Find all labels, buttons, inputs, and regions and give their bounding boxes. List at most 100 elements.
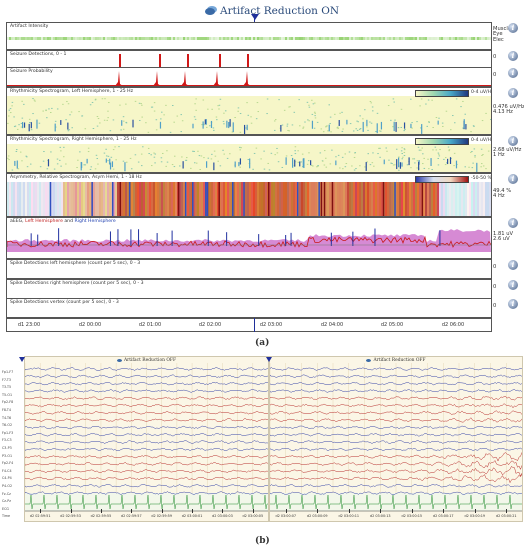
- time-axis-label: d1 23:00: [17, 322, 41, 328]
- info-icon[interactable]: i: [508, 260, 518, 270]
- time-tick: [131, 509, 133, 513]
- eeg-left-header-label: Artifact Reduction OFF: [123, 358, 177, 363]
- track-title: Seizure Detections, 0 - 1: [10, 52, 67, 57]
- track-spike-right[interactable]: Spike Detections right hemisphere (count…: [6, 279, 492, 299]
- info-icon[interactable]: i: [508, 280, 518, 290]
- colorbar-label: -50-50 %: [471, 176, 492, 181]
- channel-label: ECG: [2, 506, 9, 511]
- time-tick: [317, 509, 319, 513]
- time-tick: [348, 509, 350, 513]
- colorbar: [415, 138, 469, 145]
- eeg-traces: [270, 363, 522, 512]
- eeg-right-marker[interactable]: [266, 357, 272, 362]
- eeg-time-label: d2 02:59:53: [60, 514, 81, 518]
- track-readout-value: Muscle: [493, 25, 511, 32]
- caption-a: (a): [255, 338, 270, 348]
- colorbar-label: 0-4 uV/Hz: [471, 138, 492, 143]
- trend-toolbar: Artifact Reduction ON: [0, 0, 524, 22]
- info-icon[interactable]: i: [508, 88, 518, 98]
- artifact-reduction-icon: [366, 358, 372, 362]
- channel-label: P4-O2: [2, 484, 13, 488]
- artifact-reduction-toggle[interactable]: Artifact Reduction ON: [205, 3, 339, 19]
- time-tick: [474, 509, 476, 513]
- time-tick: [100, 509, 102, 513]
- eeg-time-label: d2 03:00:17: [432, 514, 454, 518]
- eeg-left-marker[interactable]: [19, 357, 25, 362]
- eeg-panel-left[interactable]: Artifact Reduction OFF d2 02:59:51 d2 02:…: [24, 356, 269, 522]
- track-title-part: and: [62, 219, 75, 224]
- track-readout: 0: [493, 303, 496, 309]
- time-axis-label: d2 00:00: [78, 322, 102, 328]
- info-icon[interactable]: i: [508, 23, 518, 33]
- artifact-reduction-icon: [116, 358, 122, 362]
- track-rhythm-right[interactable]: Rhythmicity Spectrogram, Right Hemispher…: [6, 135, 492, 173]
- eeg-time-label: d2 03:00:11: [338, 514, 360, 518]
- track-aeeg[interactable]: aEEG, Left Hemisphere and Right Hemisphe…: [6, 217, 492, 259]
- track-title: Artifact Intensity: [10, 24, 49, 29]
- track-title: Seizure Probability: [10, 69, 53, 74]
- track-seizure-prob[interactable]: Seizure Probability: [6, 67, 492, 87]
- track-artifact[interactable]: Artifact Intensity: [6, 22, 492, 50]
- channel-label: P3-O1: [2, 453, 13, 458]
- info-icon[interactable]: i: [508, 68, 518, 78]
- info-icon[interactable]: i: [508, 218, 518, 228]
- track-readout-value: 0.476 uV/Hz: [493, 103, 524, 110]
- time-cursor-handle[interactable]: [251, 14, 259, 20]
- channel-label: T3-T5: [2, 385, 12, 390]
- channel-label: Fp1-F7: [2, 370, 14, 374]
- channel-label: F7-T3: [2, 377, 11, 382]
- colorbar: [415, 176, 469, 183]
- time-axis: d1 23:00 d2 00:00 d2 01:00 d2 02:00 d2 03:00…: [6, 318, 492, 332]
- track-readout: 0: [493, 72, 496, 78]
- track-title: Rhythmicity Spectrogram, Left Hemisphere…: [10, 89, 134, 94]
- time-tick: [380, 509, 382, 513]
- track-readout-value: Elec: [493, 36, 504, 43]
- track-readout: 1.81 uV 2.6 uV: [493, 231, 513, 243]
- time-axis-label: d2 02:00: [198, 322, 222, 328]
- channel-label: F4-C4: [2, 468, 12, 473]
- channel-label: T4-T6: [2, 415, 12, 420]
- time-axis-label: d2 05:00: [380, 322, 404, 328]
- eeg-time-label: d2 03:00:13: [369, 514, 391, 518]
- track-spike-vertex[interactable]: Spike Detections vertex (count per 5 sec…: [6, 298, 492, 318]
- eeg-right-header: Artifact Reduction OFF: [270, 358, 522, 363]
- eeg-panel-right[interactable]: Artifact Reduction OFF d2 03:00:07 d2 03:…: [269, 356, 523, 522]
- channel-label: F8-T4: [2, 408, 11, 412]
- track-asym[interactable]: Asymmetry, Relative Spectrogram, Asym He…: [6, 173, 492, 217]
- track-rhythm-left-plot: [7, 96, 491, 134]
- channel-label: Fp1-F3: [2, 430, 14, 435]
- track-readout: 2.68 uV/Hz 1 Hz: [493, 147, 521, 159]
- track-readout-value: 0: [493, 54, 497, 61]
- channel-label: F3-C3: [2, 438, 12, 443]
- time-tick: [161, 509, 163, 513]
- info-icon[interactable]: i: [508, 51, 518, 61]
- time-tick: [222, 509, 224, 513]
- colorbar-label: 0-4 uV/Hz: [471, 90, 492, 95]
- time-tick: [285, 509, 287, 513]
- info-icon[interactable]: i: [508, 299, 518, 309]
- time-tick: [252, 509, 254, 513]
- track-readout: 0: [493, 264, 497, 271]
- info-icon[interactable]: i: [508, 174, 518, 184]
- channel-label: C3-P3: [2, 446, 12, 450]
- track-readout: Muscle Eye Elec: [493, 25, 511, 43]
- channel-label: Fp2-F4: [2, 461, 14, 466]
- track-readout-value: 1 Hz: [493, 152, 505, 158]
- channel-label: Fz-Cz: [2, 491, 11, 496]
- info-icon[interactable]: i: [508, 136, 518, 146]
- track-rhythm-left[interactable]: Rhythmicity Spectrogram, Left Hemisphere…: [6, 87, 492, 135]
- time-axis-label: d2 04:00: [320, 322, 344, 328]
- track-asym-plot: [7, 182, 491, 216]
- eeg-time-label: d2 03:00:05: [242, 514, 264, 518]
- eeg-time-label: d2 03:00:15: [401, 514, 423, 518]
- track-readout-value: 2.6 uV: [493, 236, 510, 242]
- track-readout: 0: [493, 284, 496, 290]
- track-title: Spike Detections vertex (count per 5 sec…: [10, 300, 119, 305]
- track-readout-value: 0: [493, 264, 497, 271]
- eeg-traces: [25, 363, 268, 512]
- track-title: Spike Detections left hemisphere (count …: [10, 261, 141, 266]
- track-spike-left[interactable]: Spike Detections left hemisphere (count …: [6, 259, 492, 279]
- time-tick: [192, 509, 194, 513]
- track-seizure-det[interactable]: Seizure Detections, 0 - 1: [6, 50, 492, 68]
- track-title-part: aEEG,: [10, 219, 26, 224]
